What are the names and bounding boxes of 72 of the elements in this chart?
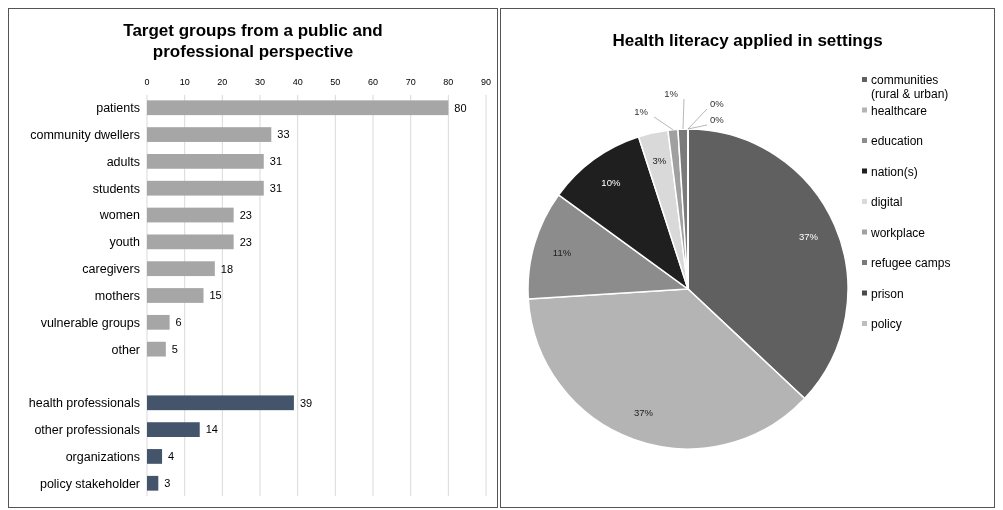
legend-label: digital — [871, 195, 903, 210]
y-tick-label: students — [92, 181, 140, 196]
y-tick-label: vulnerable groups — [40, 315, 140, 330]
data-label: 15 — [209, 289, 222, 302]
y-tick-label: community dwellers — [30, 127, 140, 142]
y-tick-label: health professionals — [28, 396, 140, 411]
text: 0% — [710, 98, 724, 109]
data-label: 3 — [164, 477, 171, 490]
y-tick-label: mothers — [94, 288, 140, 303]
bar — [147, 180, 264, 196]
data-label: 10% — [601, 177, 621, 189]
data-label: 31 — [269, 182, 283, 195]
bar — [147, 100, 449, 116]
data-label: 39 — [299, 396, 313, 409]
data-label: 5 — [171, 343, 178, 355]
legend-label: prison — [871, 286, 904, 301]
bar — [147, 341, 166, 357]
y-tick-label: youth — [109, 235, 141, 250]
x-tick-label: 60 — [367, 77, 379, 87]
y-tick-label: patients — [96, 101, 140, 116]
legend-label: refugee camps — [871, 256, 951, 271]
x-tick-label: 90 — [480, 77, 492, 87]
data-label: 37% — [634, 406, 654, 418]
chart-title: Target groups from a public and professional perspective — [123, 21, 383, 61]
x-tick-label: 0 — [144, 77, 150, 87]
y-tick-label: organizations — [65, 449, 140, 464]
x-tick-label: 70 — [405, 77, 416, 87]
y-tick-label: other professionals — [34, 422, 140, 437]
bar — [147, 395, 294, 411]
x-tick-label: 20 — [217, 77, 228, 87]
data-label: 23 — [239, 235, 252, 248]
data-label: 33 — [277, 128, 290, 141]
bar — [147, 314, 170, 330]
data-label: 18 — [220, 262, 234, 275]
y-tick-label: other — [111, 342, 140, 357]
data-label: 3% — [652, 155, 667, 167]
y-tick-label: adults — [106, 154, 140, 169]
x-tick-label: 10 — [179, 77, 190, 87]
y-tick-label: policy stakeholder — [39, 476, 140, 491]
data-label: 1% — [664, 88, 679, 99]
x-tick-label: 50 — [330, 77, 341, 87]
legend-label: healthcare — [871, 103, 928, 118]
data-label: 31 — [269, 155, 283, 168]
data-label: 80 — [454, 101, 467, 114]
bar — [147, 207, 234, 223]
x-tick-label: 40 — [292, 77, 303, 87]
x-tick-label: 80 — [443, 77, 454, 87]
bar — [147, 422, 200, 437]
legend-label: workplace — [870, 225, 926, 240]
bar — [147, 261, 215, 277]
bar — [147, 288, 204, 303]
data-label: 23 — [239, 208, 252, 221]
y-tick-label: caregivers — [82, 262, 140, 277]
data-label: 1% — [634, 106, 649, 117]
legend-label: policy — [871, 317, 902, 332]
bar — [147, 234, 234, 250]
data-label: 14 — [205, 423, 218, 436]
data-label: 4 — [168, 450, 175, 463]
legend-label: communities (rural & urban) — [871, 73, 949, 102]
bar — [147, 154, 264, 169]
legend-label: education — [871, 134, 924, 149]
bar — [147, 449, 163, 464]
y-tick-label: women — [98, 208, 141, 223]
data-label: 37% — [798, 231, 819, 243]
data-label: 6 — [175, 316, 182, 329]
chart-title: Health literacy applied in settings — [612, 31, 883, 50]
text: 0% — [710, 114, 724, 125]
bar — [147, 127, 272, 142]
bar — [147, 475, 159, 491]
legend-label: nation(s) — [871, 164, 918, 179]
x-tick-label: 30 — [254, 77, 266, 87]
data-label: 11% — [552, 246, 572, 258]
